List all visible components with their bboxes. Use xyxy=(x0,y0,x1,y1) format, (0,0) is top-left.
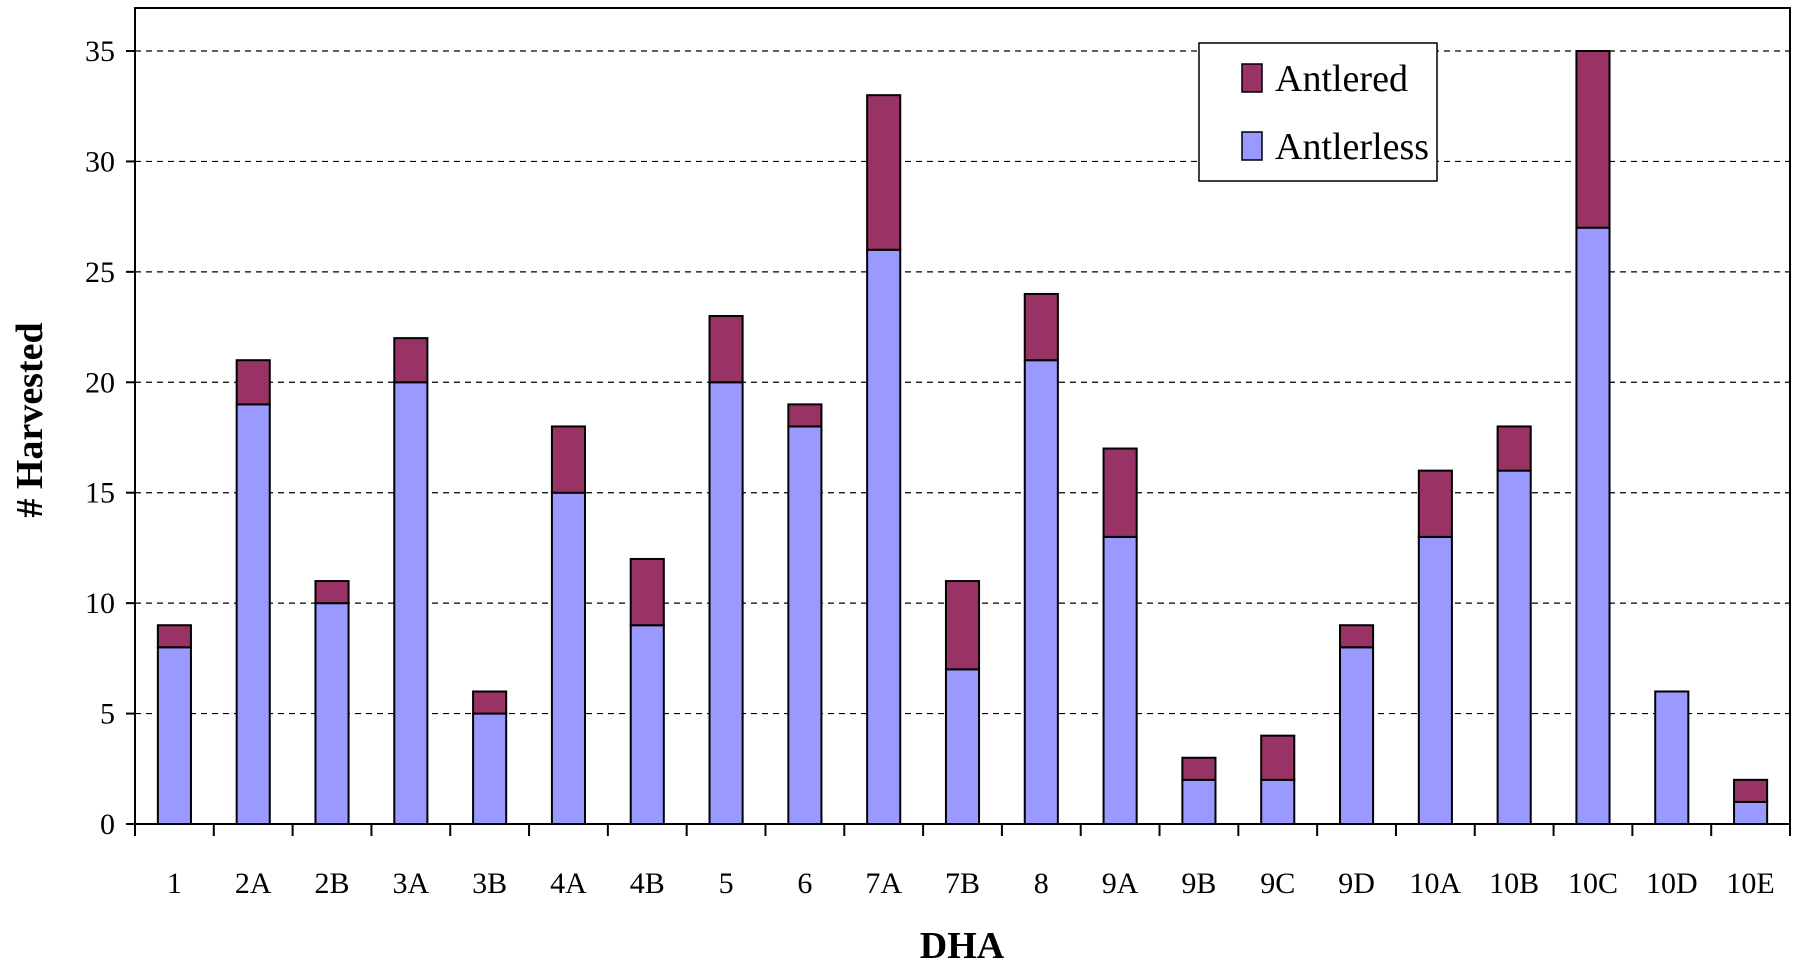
bar-antlered xyxy=(629,557,665,627)
y-tick-label: 35 xyxy=(85,35,115,68)
x-tick-label: 10C xyxy=(1568,867,1618,900)
bar-antlered xyxy=(1338,624,1375,649)
bar-antlerless xyxy=(156,646,192,825)
bar-antlered xyxy=(393,337,429,384)
y-tick-label: 0 xyxy=(100,808,115,841)
bar-antlerless xyxy=(629,624,665,825)
x-tick-label: 2B xyxy=(315,867,350,900)
x-tick-labels: 1 2A 2B 3A 3B 4A 4B 5 6 7A 7B 8 9A 9B 9C 9D 10A 10B 10C 10D… xyxy=(167,867,1775,900)
bar-antlerless xyxy=(1260,778,1296,825)
x-tick-label: 10B xyxy=(1489,867,1539,900)
y-tick-label: 30 xyxy=(85,145,115,178)
bar-antlerless xyxy=(314,602,350,826)
bar-antlerless xyxy=(235,403,271,825)
bar-antlered xyxy=(1733,778,1769,803)
bar-antlered xyxy=(1023,292,1059,362)
bar-antlered xyxy=(787,403,823,428)
legend: Antlered Antlerless xyxy=(1198,42,1438,182)
bar-antlered xyxy=(708,315,744,384)
x-tick-label: 9D xyxy=(1338,867,1375,900)
bar-antlered xyxy=(1575,50,1611,229)
y-tick-labels: 0 5 10 15 20 25 30 35 xyxy=(85,35,115,841)
bar-antlerless xyxy=(708,381,744,825)
bar-antlered xyxy=(235,359,271,406)
bars xyxy=(156,50,1769,826)
bar-antlerless xyxy=(1181,778,1217,825)
x-tick-label: 10A xyxy=(1410,867,1462,900)
bar-antlerless xyxy=(550,491,587,825)
x-tick-label: 7A xyxy=(865,867,902,900)
y-tick-label: 5 xyxy=(100,698,115,731)
x-tick-label: 8 xyxy=(1034,867,1049,900)
axes xyxy=(126,7,1791,836)
y-tick-label: 10 xyxy=(85,587,115,620)
bar-antlerless xyxy=(944,668,981,826)
x-tick-label: 1 xyxy=(167,867,182,900)
legend-swatch xyxy=(1241,131,1263,161)
bar-antlerless xyxy=(1733,800,1769,826)
y-tick-label: 25 xyxy=(85,256,115,289)
y-axis-title: # Harvested xyxy=(9,322,51,517)
x-tick-label: 2A xyxy=(235,867,272,900)
bar-antlerless xyxy=(1575,226,1611,825)
bar-antlered xyxy=(472,690,508,715)
bar-antlerless xyxy=(1338,646,1375,825)
y-tick-label: 20 xyxy=(85,366,115,399)
bar-antlered xyxy=(1102,447,1138,538)
x-tick-label: 3A xyxy=(392,867,429,900)
x-tick-label: 7B xyxy=(945,867,980,900)
bar-antlered xyxy=(550,425,587,494)
x-tick-label: 9B xyxy=(1181,867,1216,900)
bar-antlered xyxy=(1417,469,1453,538)
x-tick-label: 10E xyxy=(1726,867,1774,900)
x-tick-label: 5 xyxy=(719,867,734,900)
bar-antlered xyxy=(1260,734,1296,781)
x-tick-label: 9C xyxy=(1260,867,1295,900)
legend-label: Antlered xyxy=(1275,58,1408,100)
bar-antlerless xyxy=(1102,535,1138,826)
bar-antlerless xyxy=(1654,690,1690,825)
bar-antlerless xyxy=(866,248,902,825)
bar-antlered xyxy=(1181,756,1217,781)
bar-antlered xyxy=(156,624,192,649)
bar-antlerless xyxy=(787,425,823,825)
x-tick-label: 3B xyxy=(472,867,507,900)
bar-antlered xyxy=(866,94,902,251)
x-tick-label: 4B xyxy=(630,867,665,900)
bar-antlered xyxy=(314,580,350,605)
x-tick-label: 4A xyxy=(550,867,587,900)
legend-swatch xyxy=(1241,63,1263,93)
x-tick-label: 10D xyxy=(1646,867,1698,900)
plot-frame xyxy=(134,7,1791,825)
bar-antlerless xyxy=(1417,535,1453,826)
x-tick-label: 9A xyxy=(1102,867,1139,900)
y-tick-label: 15 xyxy=(85,477,115,510)
legend-label: Antlerless xyxy=(1275,126,1429,168)
bar-antlered xyxy=(1496,425,1532,472)
x-axis-title: DHA xyxy=(920,925,1005,967)
bar-antlerless xyxy=(472,712,508,825)
legend-box xyxy=(1198,42,1438,182)
bar-antlerless xyxy=(1496,469,1532,825)
bar-antlerless xyxy=(393,381,429,825)
bar-antlerless xyxy=(1023,359,1059,825)
bar-antlered xyxy=(944,580,981,671)
x-tick-label: 6 xyxy=(797,867,812,900)
